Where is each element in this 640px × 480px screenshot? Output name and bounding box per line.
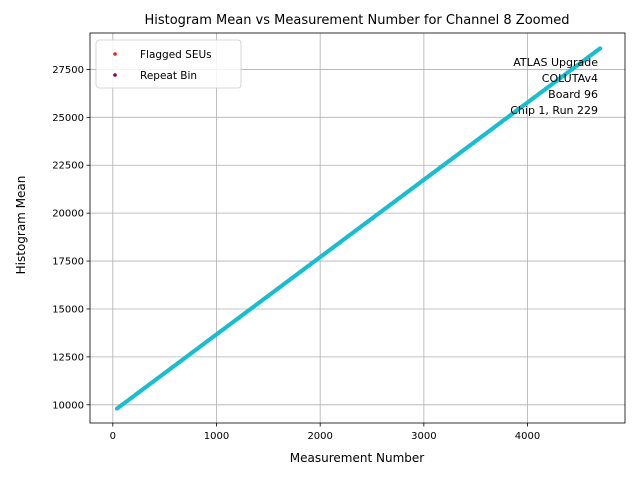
data-point — [598, 46, 603, 51]
y-tick-label: 10000 — [52, 400, 84, 411]
y-tick-label: 20000 — [52, 209, 84, 220]
x-axis-label: Measurement Number — [290, 451, 424, 465]
annotation-line: Board 96 — [548, 88, 598, 101]
x-tick-label: 0 — [110, 431, 116, 442]
run-annotation: ATLAS Upgrade COLUTAv4 Board 96 Chip 1, Run… — [510, 56, 598, 117]
y-tick-label: 17500 — [52, 257, 84, 268]
legend-marker — [113, 52, 117, 56]
legend-label: Repeat Bin — [140, 70, 197, 82]
y-tick-label: 27500 — [52, 65, 84, 76]
x-tick-label: 1000 — [204, 431, 229, 442]
axes: 0 1000 2000 3000 4000 10000 12500 15000 17500 200… — [52, 32, 626, 442]
y-tick-label: 22500 — [52, 161, 84, 172]
annotation-line: ATLAS Upgrade — [513, 56, 598, 69]
legend: Flagged SEUs Repeat Bin — [95, 39, 242, 89]
grid — [90, 33, 625, 423]
y-tick-label: 12500 — [52, 352, 84, 363]
y-tick-label: 15000 — [52, 304, 84, 315]
annotation-line: Chip 1, Run 229 — [510, 104, 598, 117]
legend-marker — [113, 73, 117, 77]
chart-title: Histogram Mean vs Measurement Number for… — [144, 13, 569, 28]
legend-label: Flagged SEUs — [140, 49, 212, 61]
legend-box — [95, 39, 242, 89]
y-tick-label: 25000 — [52, 113, 84, 124]
x-tick-label: 4000 — [515, 431, 540, 442]
x-tick-label: 3000 — [411, 431, 436, 442]
x-tick-label: 2000 — [307, 431, 332, 442]
y-axis-label: Histogram Mean — [14, 176, 28, 275]
data-series — [114, 46, 603, 411]
plot-frame — [89, 32, 626, 424]
annotation-line: COLUTAv4 — [542, 72, 598, 85]
